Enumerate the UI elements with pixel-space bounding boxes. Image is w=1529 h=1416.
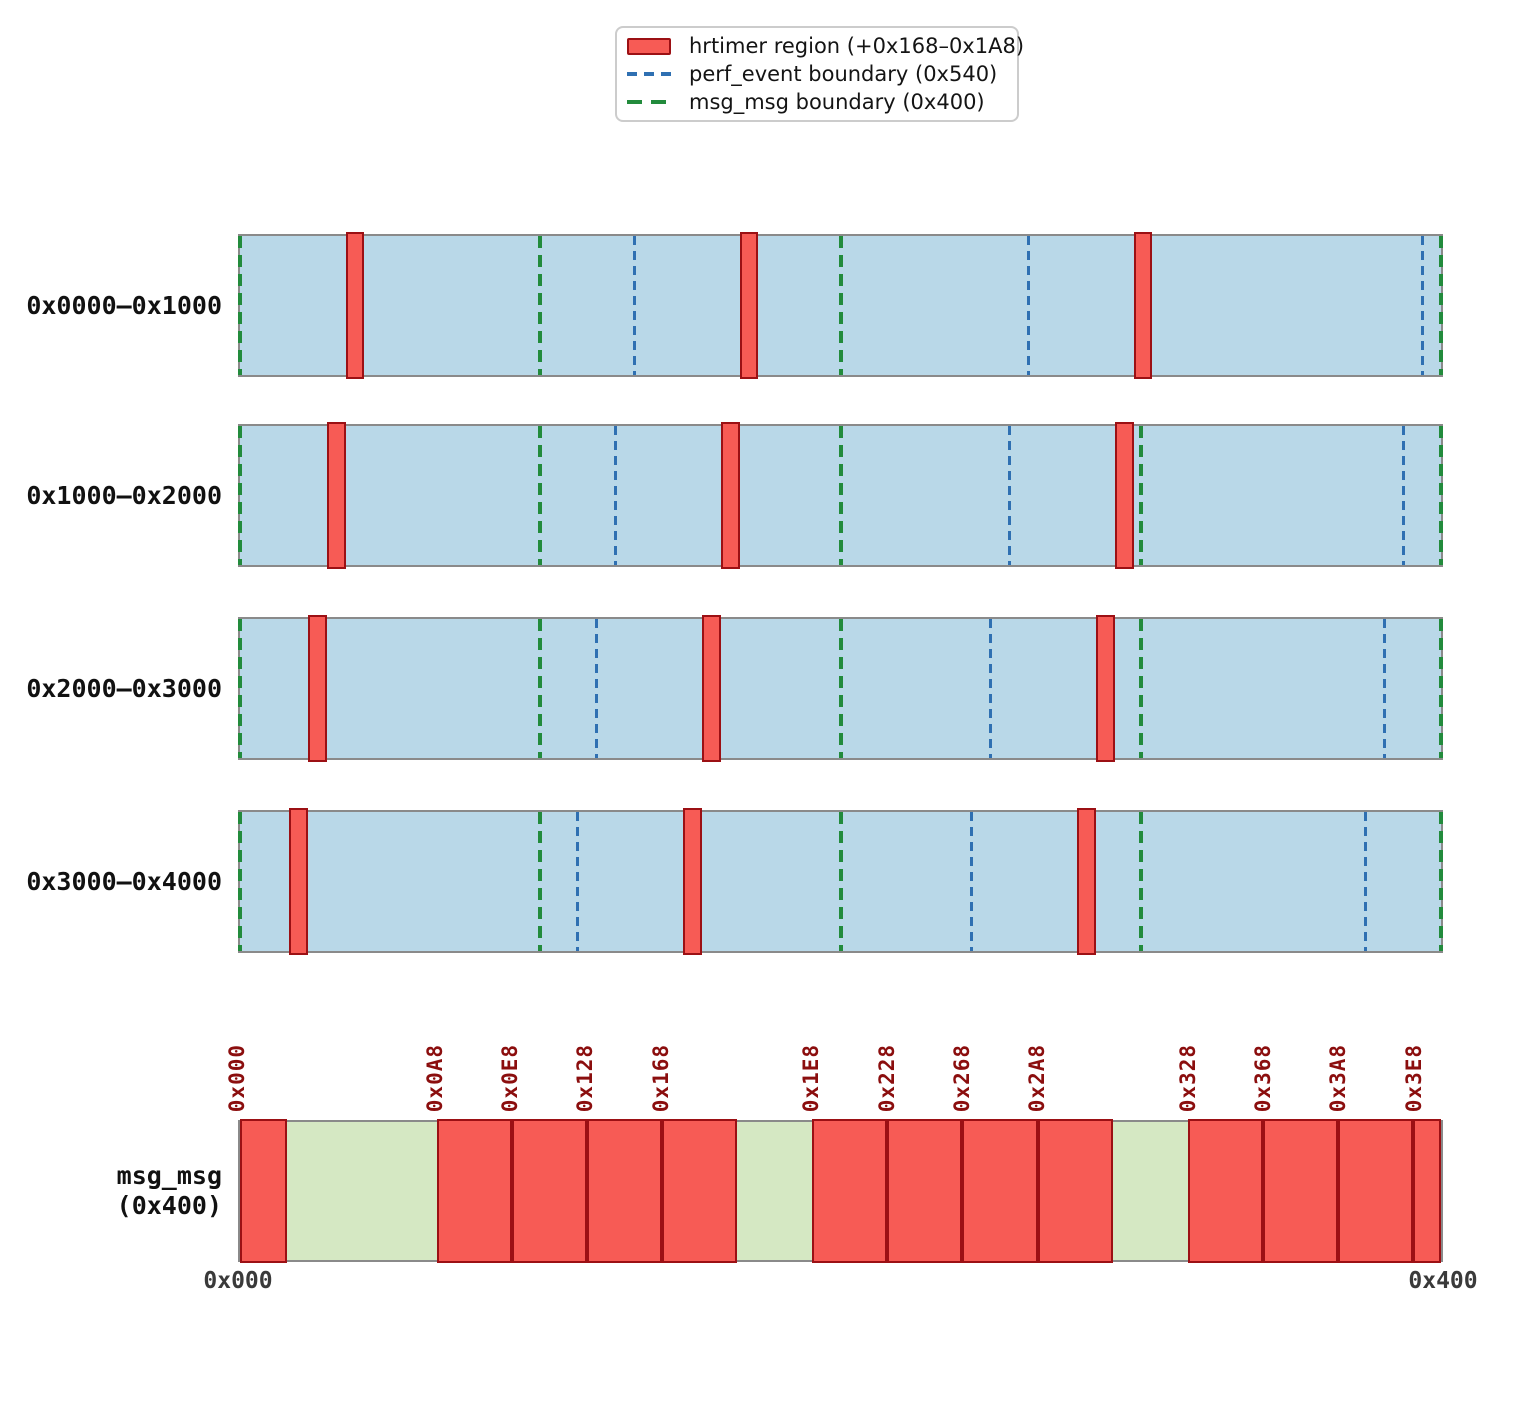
hrtimer-cell [240,1119,287,1263]
hrtimer-cell [812,1119,888,1263]
perf-event-boundary-line [1383,619,1387,758]
msg-msg-boundary-line [538,619,543,758]
msg-msg-tick-label: 0x228 [874,1043,899,1112]
page-row-label: 0x2000–0x3000 [26,674,222,703]
legend-entry-hrtimer: hrtimer region (+0x168–0x1A8) [627,32,1024,60]
perf-event-boundary-line [1364,812,1368,951]
msg-msg-tick-label: 0x168 [648,1043,673,1112]
msg-msg-boundary-line [1439,426,1443,565]
msg-msg-bar-label: msg_msg (0x400) [0,1120,222,1262]
perf-event-boundary-line [1007,426,1011,565]
msg-msg-boundary-line [238,812,242,951]
msg-msg-bar [238,1119,1443,1263]
legend-label-perf-event: perf_event boundary (0x540) [689,62,998,86]
perf-event-boundary-line [613,426,617,565]
perf-event-boundary-line [576,812,580,951]
msg-msg-boundary-line [238,236,242,375]
msg-msg-boundary-line [238,426,242,565]
legend: hrtimer region (+0x168–0x1A8) perf_event… [615,26,1024,122]
msg-msg-boundary-line [538,236,543,375]
msg-msg-swatch-box [627,99,679,105]
perf-event-dashed-line-icon [627,72,675,76]
legend-entry-msg-msg: msg_msg boundary (0x400) [627,88,1007,116]
msg-msg-axis-end-label: 0x400 [1408,1268,1478,1294]
hrtimer-region-stripe [1077,808,1097,955]
msg-msg-boundary-line [1439,812,1443,951]
hrtimer-cell [587,1119,663,1263]
msg-msg-tick-label: 0x3E8 [1401,1043,1426,1112]
msg-msg-boundary-line [538,812,543,951]
msg-msg-boundary-line [1138,619,1143,758]
msg-msg-bar-label-line1: msg_msg [116,1161,222,1190]
msg-msg-boundary-line [1138,426,1143,565]
hrtimer-region-stripe [739,232,759,379]
msg-msg-boundary-line [1138,812,1143,951]
msg-msg-tick-label: 0x1E8 [799,1043,824,1112]
msg-msg-tick-label: 0x128 [573,1043,598,1112]
hrtimer-cell [512,1119,588,1263]
perf-event-boundary-line [989,619,993,758]
hrtimer-region-stripe [702,615,721,762]
perf-event-boundary-line [1420,236,1424,375]
msg-msg-boundary-line [838,619,843,758]
hrtimer-region-stripe [1133,232,1153,379]
msg-msg-tick-label: 0x0E8 [498,1043,522,1112]
hrtimer-cell [887,1119,963,1263]
perf-event-swatch-box [627,72,679,76]
page-bar [238,232,1443,379]
legend-label-msg-msg: msg_msg boundary (0x400) [689,90,985,114]
perf-event-boundary-line [1401,426,1405,565]
msg-msg-tick-label: 0x0A8 [422,1043,447,1112]
msg-msg-bar-label-line2: (0x400) [116,1191,222,1220]
msg-msg-tick-label: 0x000 [225,1043,249,1112]
hrtimer-region-stripe [1096,615,1115,762]
hrtimer-cell [1262,1119,1338,1263]
msg-msg-boundary-line [1439,619,1443,758]
msg-msg-tick-label: 0x268 [949,1043,974,1112]
msg-msg-boundary-line [538,426,543,565]
hrtimer-cell [1037,1119,1113,1263]
msg-msg-tick-label: 0x368 [1251,1043,1276,1112]
hrtimer-region-swatch-icon [627,37,671,55]
perf-event-boundary-line [970,812,974,951]
msg-msg-dashed-line-icon [627,99,675,105]
msg-msg-tick-label: 0x328 [1175,1043,1200,1112]
hrtimer-cell [962,1119,1038,1263]
page-bar [238,422,1443,569]
hrtimer-swatch-box [627,37,679,55]
perf-event-boundary-line [632,236,636,375]
msg-msg-tick-labels: 0x000 0x0A8 0x0E8 0x128 0x168 0x1E8 0x228 0x268… [225,1000,1443,1112]
hrtimer-region-stripe [1114,422,1134,569]
page-bar [238,808,1443,955]
legend-label-hrtimer: hrtimer region (+0x168–0x1A8) [689,34,1025,58]
msg-msg-boundary-line [838,812,843,951]
msg-msg-boundary-line [838,236,843,375]
page-bar [238,615,1443,762]
hrtimer-region-stripe [289,808,309,955]
perf-event-boundary-line [1026,236,1030,375]
hrtimer-region-stripe [308,615,327,762]
page-row-label: 0x1000–0x2000 [26,481,222,510]
msg-msg-boundary-line [1439,236,1443,375]
hrtimer-cell [1187,1119,1263,1263]
hrtimer-cell [1337,1119,1413,1263]
hrtimer-region-stripe [345,232,365,379]
perf-event-boundary-line [595,619,599,758]
msg-msg-tick-label: 0x3A8 [1326,1043,1351,1112]
legend-entry-perf-event: perf_event boundary (0x540) [627,60,1007,88]
hrtimer-cell [1412,1119,1441,1263]
hrtimer-region-stripe [326,422,346,569]
hrtimer-cell [437,1119,513,1263]
msg-msg-boundary-line [238,619,242,758]
msg-msg-boundary-line [838,426,843,565]
msg-msg-axis-start-label: 0x000 [203,1268,273,1294]
hrtimer-region-stripe [683,808,703,955]
msg-msg-tick-label: 0x2A8 [1025,1043,1050,1112]
page-row-label: 0x0000–0x1000 [26,291,222,320]
hrtimer-region-stripe [720,422,740,569]
page-row-label: 0x3000–0x4000 [26,867,222,896]
hrtimer-cell [662,1119,738,1263]
